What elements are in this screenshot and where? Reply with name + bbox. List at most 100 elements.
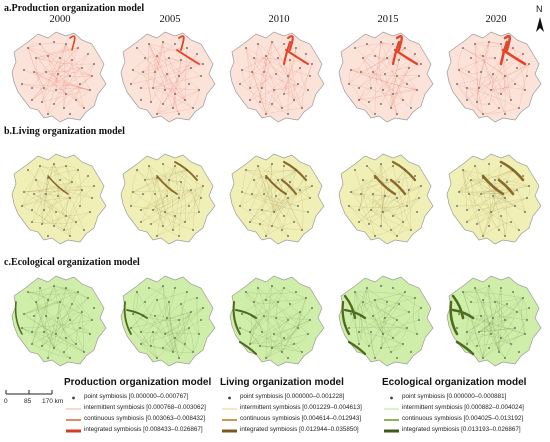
city-point bbox=[281, 229, 283, 231]
city-point bbox=[148, 165, 150, 167]
symbiosis-link bbox=[156, 75, 180, 115]
symbiosis-link bbox=[180, 181, 200, 213]
symbiosis-link bbox=[358, 303, 400, 333]
symbiosis-link bbox=[65, 43, 91, 91]
symbiosis-link bbox=[350, 69, 398, 77]
city-point bbox=[41, 345, 43, 347]
symbiosis-link bbox=[348, 83, 404, 101]
city-point bbox=[466, 99, 468, 101]
city-point bbox=[257, 287, 259, 289]
city-point bbox=[259, 101, 261, 103]
city-point bbox=[512, 169, 514, 171]
symbiosis-link bbox=[374, 299, 410, 313]
city-point bbox=[65, 43, 67, 45]
symbiosis-link bbox=[470, 179, 516, 207]
city-point bbox=[184, 99, 186, 101]
symbiosis-link bbox=[265, 67, 301, 115]
symbiosis-link bbox=[136, 291, 174, 353]
integrated-link bbox=[497, 178, 515, 196]
symbiosis-link bbox=[156, 211, 200, 237]
symbiosis-link bbox=[263, 169, 297, 195]
city-point bbox=[504, 113, 506, 115]
symbiosis-link bbox=[474, 43, 506, 115]
city-point bbox=[249, 87, 251, 89]
symbiosis-link bbox=[152, 75, 202, 89]
city-point bbox=[370, 209, 372, 211]
city-point bbox=[33, 315, 35, 317]
city-point bbox=[500, 215, 502, 217]
symbiosis-link bbox=[360, 179, 388, 195]
region-outline bbox=[446, 153, 542, 245]
symbiosis-link bbox=[392, 307, 422, 339]
symbiosis-link bbox=[374, 291, 406, 301]
symbiosis-link bbox=[152, 41, 164, 89]
symbiosis-link bbox=[458, 191, 520, 231]
symbiosis-link bbox=[350, 191, 370, 225]
symbiosis-link bbox=[174, 59, 182, 95]
region-outline bbox=[338, 275, 434, 367]
city-point bbox=[69, 319, 71, 321]
symbiosis-link bbox=[198, 185, 204, 213]
symbiosis-link bbox=[45, 193, 71, 237]
symbiosis-link bbox=[168, 301, 180, 359]
symbiosis-link bbox=[380, 195, 386, 227]
symbiosis-link bbox=[140, 343, 158, 359]
symbiosis-link bbox=[180, 303, 186, 345]
city-point bbox=[81, 189, 83, 191]
city-point bbox=[152, 209, 154, 211]
symbiosis-link bbox=[249, 315, 265, 333]
symbiosis-link bbox=[140, 209, 180, 237]
symbiosis-link bbox=[466, 285, 490, 345]
symbiosis-link bbox=[27, 169, 77, 223]
city-point bbox=[482, 299, 484, 301]
city-point bbox=[162, 285, 164, 287]
symbiosis-link bbox=[31, 343, 71, 359]
city-point bbox=[281, 107, 283, 109]
symbiosis-link bbox=[156, 89, 200, 115]
symbiosis-link bbox=[21, 165, 41, 207]
city-point bbox=[156, 235, 158, 237]
symbiosis-link bbox=[362, 57, 404, 101]
legend-label: continuous symbiosis [0.004614–0.012943] bbox=[240, 415, 362, 422]
city-point bbox=[65, 215, 67, 217]
symbiosis-link bbox=[132, 55, 158, 71]
symbiosis-link bbox=[132, 313, 186, 345]
symbiosis-link bbox=[358, 163, 382, 211]
symbiosis-link bbox=[379, 41, 384, 91]
city-point bbox=[239, 327, 241, 329]
symbiosis-link bbox=[180, 303, 200, 335]
symbiosis-link bbox=[140, 71, 156, 89]
symbiosis-link bbox=[468, 189, 518, 195]
map-panel bbox=[11, 153, 107, 245]
city-point bbox=[186, 169, 188, 171]
symbiosis-link bbox=[41, 195, 59, 225]
city-point bbox=[202, 63, 204, 65]
city-point bbox=[478, 209, 480, 211]
symbiosis-link bbox=[368, 303, 400, 347]
city-point bbox=[416, 211, 418, 213]
city-point bbox=[59, 179, 61, 181]
symbiosis-link bbox=[65, 165, 83, 191]
city-point bbox=[396, 75, 398, 77]
symbiosis-link bbox=[251, 71, 283, 109]
city-point bbox=[41, 223, 43, 225]
symbiosis-link bbox=[65, 181, 73, 217]
city-point bbox=[273, 89, 275, 91]
symbiosis-link bbox=[168, 179, 174, 231]
symbiosis-link bbox=[156, 299, 176, 339]
city-point bbox=[514, 205, 516, 207]
symbiosis-link bbox=[140, 319, 180, 345]
city-point bbox=[166, 317, 168, 319]
symbiosis-link bbox=[466, 331, 484, 359]
city-point bbox=[69, 235, 71, 237]
symbiosis-link bbox=[476, 41, 490, 103]
city-point bbox=[31, 343, 33, 345]
city-point bbox=[23, 69, 25, 71]
city-point bbox=[456, 327, 458, 329]
city-point bbox=[241, 69, 243, 71]
symbiosis-link bbox=[245, 47, 251, 89]
city-point bbox=[83, 107, 85, 109]
symbiosis-link bbox=[474, 43, 484, 115]
city-point bbox=[168, 301, 170, 303]
symbiosis-link bbox=[384, 291, 406, 319]
